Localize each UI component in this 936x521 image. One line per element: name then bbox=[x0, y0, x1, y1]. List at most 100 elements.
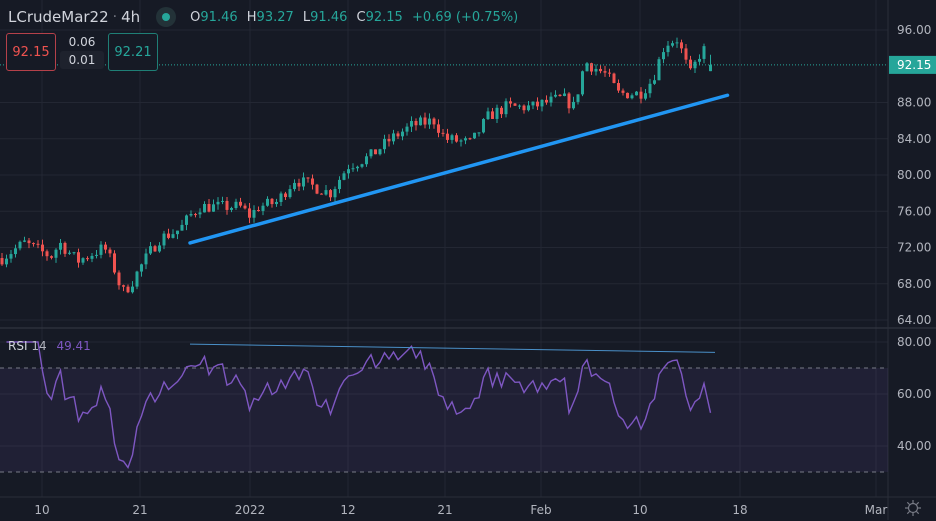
candle-body bbox=[158, 245, 161, 252]
buy-button[interactable]: 92.21 bbox=[108, 33, 158, 71]
candle-body bbox=[594, 68, 598, 72]
candle-body bbox=[648, 83, 652, 94]
candle-body bbox=[603, 71, 607, 73]
candle-body bbox=[104, 244, 107, 250]
candle-body bbox=[95, 254, 98, 256]
candle-body bbox=[185, 215, 188, 225]
time-axis-label: 21 bbox=[437, 503, 452, 517]
time-axis-label: 12 bbox=[340, 503, 355, 517]
candle-body bbox=[221, 200, 224, 202]
candle-body bbox=[365, 156, 368, 165]
candle-body bbox=[554, 94, 557, 97]
candle-body bbox=[702, 46, 706, 59]
candle-body bbox=[405, 126, 409, 132]
candle-body bbox=[698, 58, 701, 62]
candle-body bbox=[54, 249, 58, 258]
price-axis-label: 72.00 bbox=[897, 241, 931, 255]
candle-body bbox=[423, 117, 427, 125]
candle-body bbox=[90, 255, 94, 259]
candle-body bbox=[243, 205, 247, 209]
candle-body bbox=[513, 103, 517, 106]
candle-body bbox=[99, 244, 103, 255]
candle-body bbox=[171, 234, 175, 238]
candle-body bbox=[333, 189, 337, 198]
price-axis-label: 84.00 bbox=[897, 132, 931, 146]
candle-body bbox=[675, 42, 679, 44]
candle-body bbox=[198, 212, 202, 215]
price-axis-label: 88.00 bbox=[897, 96, 931, 110]
candle-body bbox=[329, 190, 332, 198]
rsi-axis-label: 80.00 bbox=[897, 335, 931, 349]
sell-button[interactable]: 92.15 bbox=[6, 33, 56, 71]
rsi-axis-label: 40.00 bbox=[897, 439, 931, 453]
candle-body bbox=[297, 182, 301, 187]
last-price-label: 92.15 bbox=[897, 58, 931, 72]
candle-body bbox=[450, 135, 454, 140]
candle-body bbox=[149, 246, 152, 254]
candle-body bbox=[207, 204, 211, 212]
candle-body bbox=[527, 105, 530, 111]
candle-body bbox=[9, 254, 13, 259]
candle-body bbox=[441, 132, 445, 134]
separator: · bbox=[112, 9, 118, 25]
candle-body bbox=[621, 90, 625, 93]
candle-body bbox=[486, 111, 490, 120]
rsi-length: 14 bbox=[31, 339, 47, 353]
candle-body bbox=[356, 166, 359, 169]
candle-body bbox=[387, 138, 391, 142]
interval-label[interactable]: 4h bbox=[121, 8, 141, 26]
candle-body bbox=[374, 149, 377, 155]
rsi-axis-label: 60.00 bbox=[897, 387, 931, 401]
candle-body bbox=[563, 93, 566, 97]
price-axis-label: 68.00 bbox=[897, 277, 931, 291]
candle-body bbox=[581, 71, 584, 95]
candle-body bbox=[189, 214, 193, 216]
candle-body bbox=[275, 201, 278, 205]
candle-body bbox=[684, 48, 688, 60]
candle-body bbox=[419, 117, 422, 126]
candle-body bbox=[369, 149, 373, 157]
ohlc-values: O91.46 H93.27 L91.46 C92.15 +0.69 (+0.75… bbox=[190, 9, 519, 25]
candle-body bbox=[45, 251, 49, 257]
candle-body bbox=[608, 72, 611, 74]
settings-gear-icon[interactable] bbox=[904, 499, 922, 517]
candle-body bbox=[194, 214, 197, 216]
candle-body bbox=[459, 140, 463, 142]
grid-lines bbox=[0, 0, 888, 497]
candle-body bbox=[68, 252, 71, 254]
candle-body bbox=[671, 43, 674, 46]
candle-body bbox=[311, 178, 314, 185]
symbol-name[interactable]: LCrudeMar22 bbox=[8, 8, 109, 26]
candle-body bbox=[153, 246, 157, 252]
candle-body bbox=[644, 93, 647, 99]
high-value: 93.27 bbox=[256, 9, 294, 25]
spread-bottom: 0.01 bbox=[60, 51, 104, 69]
last-price-badge bbox=[889, 55, 936, 74]
candle-body bbox=[77, 252, 80, 263]
candle-body bbox=[167, 233, 170, 238]
candle-body bbox=[315, 184, 319, 194]
candle-body bbox=[212, 204, 215, 212]
candle-body bbox=[392, 133, 395, 142]
time-axis-label: 10 bbox=[632, 503, 647, 517]
candle-body bbox=[491, 111, 494, 119]
candle-body bbox=[59, 242, 62, 250]
candle-body bbox=[446, 133, 449, 140]
candle-body bbox=[522, 105, 526, 111]
candle-body bbox=[216, 201, 220, 205]
price-axis-label: 64.00 bbox=[897, 313, 931, 327]
market-status-icon bbox=[156, 7, 177, 27]
candle-body bbox=[131, 286, 134, 293]
rsi-legend[interactable]: RSI 14 49.41 bbox=[8, 339, 91, 353]
candle-body bbox=[473, 132, 476, 139]
time-axis-label: 21 bbox=[132, 503, 147, 517]
candle-body bbox=[32, 243, 35, 245]
low-value: 91.46 bbox=[310, 9, 348, 25]
candle-body bbox=[81, 258, 85, 263]
candle-body bbox=[509, 101, 512, 104]
candle-body bbox=[518, 105, 521, 107]
candle-body bbox=[468, 138, 472, 140]
candle-body bbox=[693, 61, 697, 69]
candle-body bbox=[279, 193, 283, 202]
